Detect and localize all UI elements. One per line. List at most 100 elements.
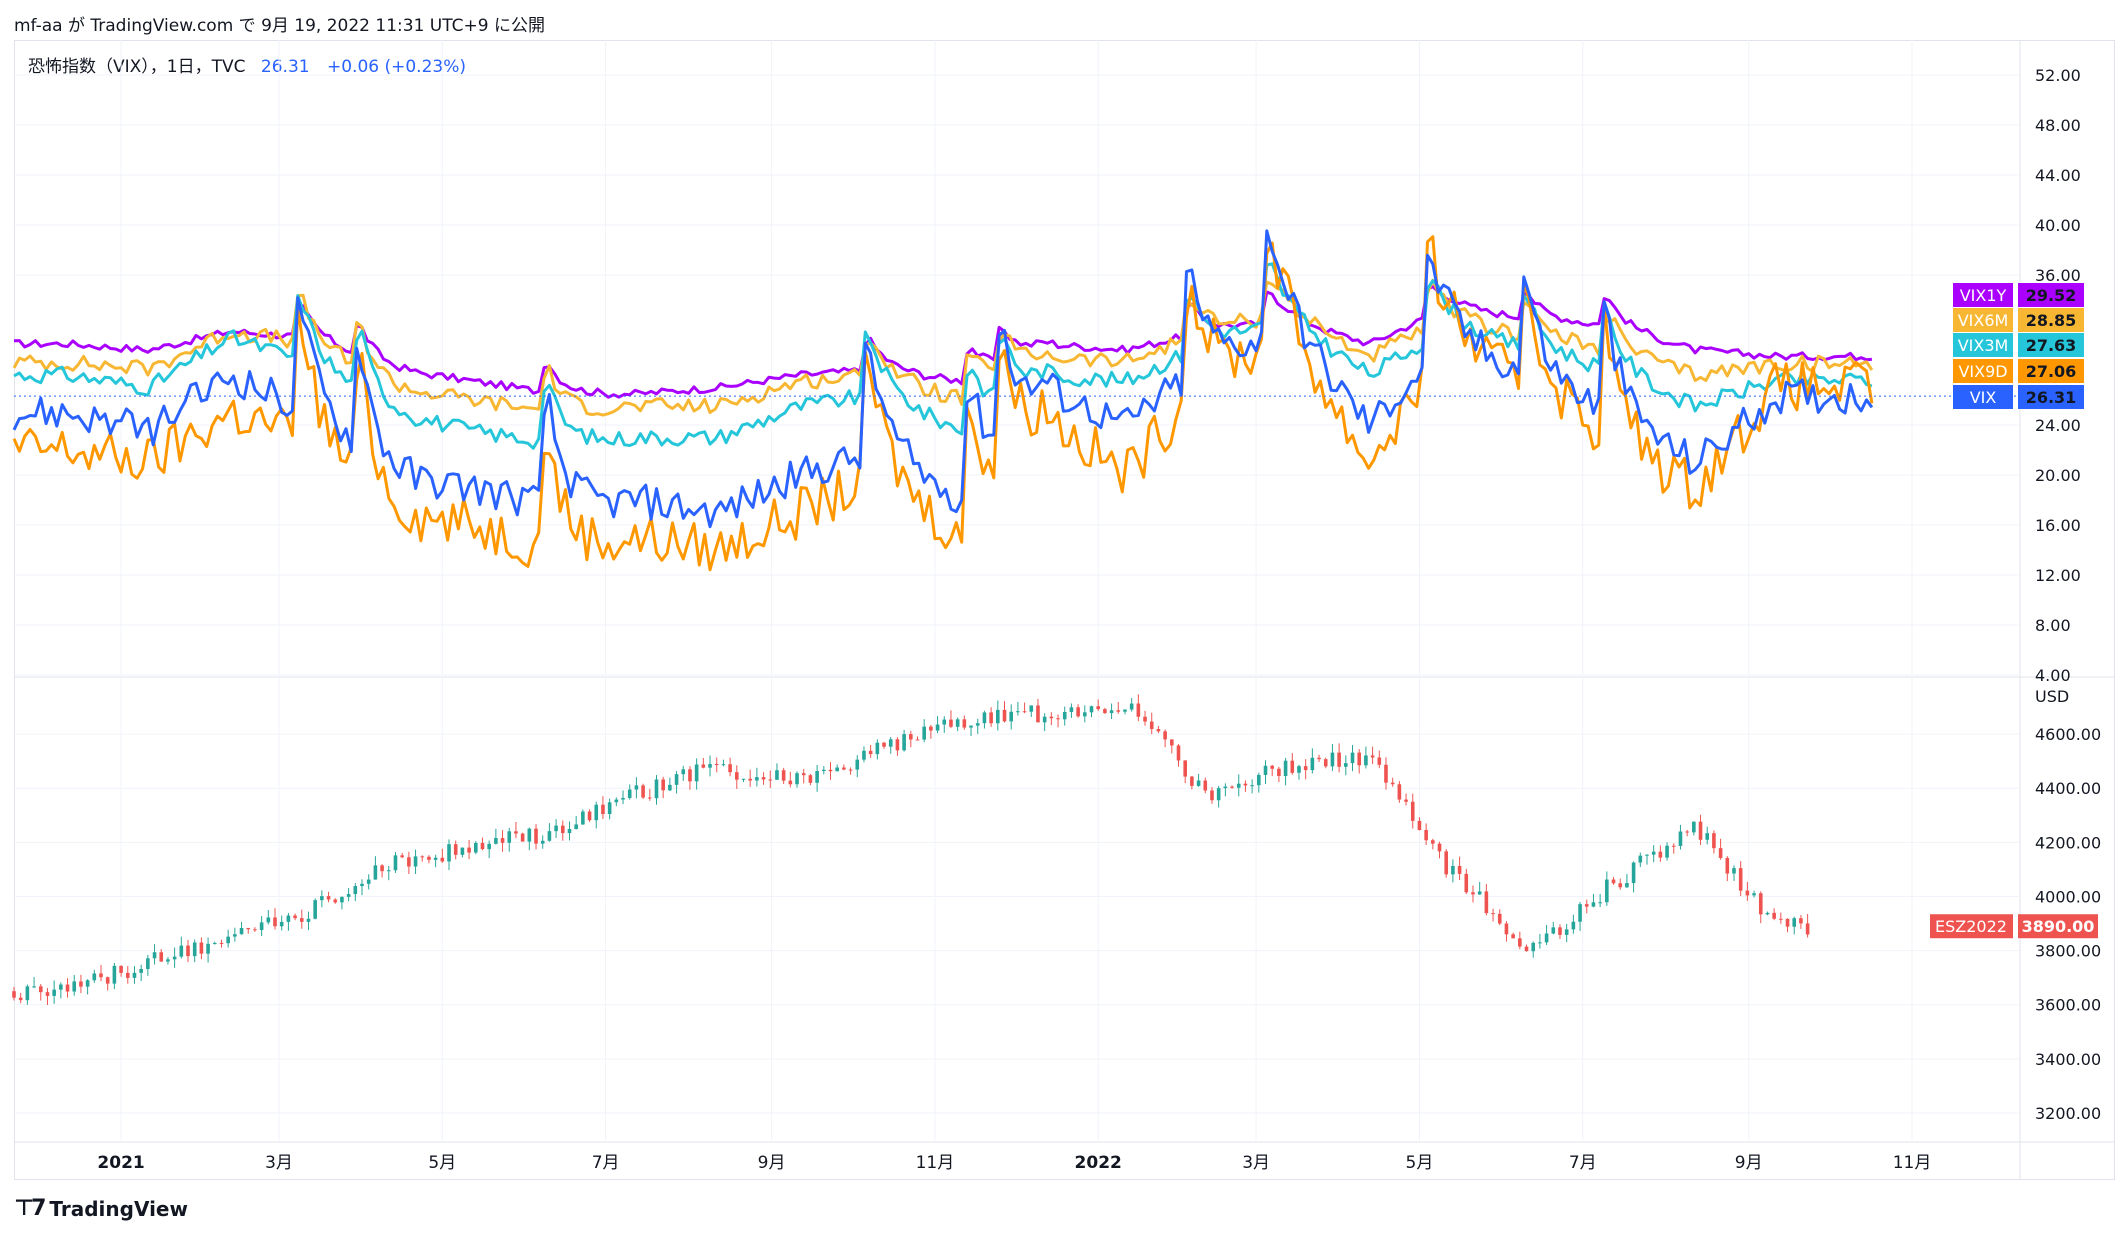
candle-body	[1089, 706, 1094, 713]
candle-body	[882, 742, 886, 747]
candle-body	[1758, 893, 1763, 915]
candle-body	[233, 934, 237, 937]
candle-body	[868, 750, 873, 755]
candle-body	[1544, 933, 1549, 943]
candle-body	[848, 769, 853, 771]
candle-body	[360, 883, 364, 887]
candle-body	[1344, 763, 1348, 767]
candle-body	[560, 825, 565, 834]
candle-body	[1745, 890, 1750, 896]
candle-body	[1551, 927, 1556, 934]
candle-body	[1364, 755, 1368, 766]
candle-body	[1310, 757, 1315, 771]
candle-body	[447, 844, 451, 862]
candle-body	[902, 734, 906, 751]
candle-body	[1712, 833, 1716, 849]
candle-body	[1518, 938, 1522, 947]
candle-body	[915, 739, 920, 741]
candle-body	[1250, 785, 1254, 787]
candle-body	[795, 773, 799, 785]
tradingview-logo[interactable]: ⊤7 TradingView	[14, 1196, 188, 1221]
candle-body	[1605, 879, 1609, 903]
candle-body	[25, 986, 30, 1001]
candle-body	[386, 870, 391, 872]
candle-body	[1437, 843, 1442, 852]
candle-body	[1149, 721, 1154, 730]
candle-body	[815, 771, 819, 783]
y-tick-label-es: 3200.00	[2035, 1104, 2101, 1123]
candle-body	[1665, 845, 1669, 858]
candle-body	[989, 712, 993, 724]
candle-body	[1692, 821, 1696, 833]
candle-body	[1779, 918, 1783, 920]
candle-body	[1303, 766, 1308, 771]
y-tick-label-vix: 44.00	[2035, 166, 2081, 185]
candle-body	[186, 945, 190, 957]
candle-body	[1056, 718, 1060, 720]
candle-body	[674, 774, 679, 785]
candle-body	[949, 719, 953, 727]
candle-body	[1263, 765, 1268, 775]
candle-body	[1524, 946, 1529, 952]
candle-body	[1732, 868, 1736, 874]
candle-body	[1698, 821, 1703, 840]
candle-body	[1457, 865, 1462, 874]
candle-body	[259, 922, 264, 931]
series-name-tag-vix6m	[1953, 308, 2013, 332]
candle-body	[1631, 862, 1636, 884]
tradingview-logo-icon: ⊤7	[14, 1196, 46, 1221]
candle-body	[1216, 788, 1221, 801]
y-tick-label-vix: 16.00	[2035, 516, 2081, 535]
candle-body	[694, 764, 699, 782]
candle-body	[962, 719, 967, 728]
candle-body	[775, 770, 779, 780]
series-name-tag-vix1y	[1953, 283, 2013, 307]
candle-body	[1564, 929, 1569, 935]
candle-body	[909, 734, 913, 740]
y-tick-label-es: 4200.00	[2035, 833, 2101, 852]
candle-body	[65, 984, 70, 992]
candle-body	[52, 989, 56, 996]
candle-body	[1190, 776, 1194, 786]
candle-body	[299, 918, 304, 922]
candle-body	[1230, 786, 1234, 788]
candle-body	[400, 855, 404, 858]
candle-body	[1170, 739, 1174, 746]
x-tick-label: 2021	[97, 1153, 144, 1173]
candle-body	[842, 767, 846, 770]
candle-body	[835, 767, 839, 772]
x-tick-label: 5月	[428, 1153, 456, 1173]
candle-body	[1484, 891, 1489, 914]
candle-body	[714, 764, 719, 766]
candle-body	[942, 719, 947, 725]
candle-body	[1136, 703, 1141, 717]
candle-body	[1337, 752, 1341, 767]
candle-body	[1558, 927, 1562, 935]
candle-body	[413, 856, 418, 867]
y-tick-label-vix: 8.00	[2035, 616, 2071, 635]
candle-body	[219, 942, 224, 944]
candle-body	[206, 943, 210, 954]
candle-body	[125, 972, 130, 978]
candle-body	[1297, 766, 1301, 773]
candle-body	[607, 802, 612, 815]
candle-body	[453, 844, 458, 855]
candle-body	[1531, 942, 1536, 952]
candle-body	[59, 984, 63, 990]
candle-body	[1765, 912, 1770, 915]
y-tick-label-es: 4600.00	[2035, 725, 2101, 744]
x-tick-label: 3月	[265, 1153, 293, 1173]
y-tick-label-vix: 12.00	[2035, 566, 2081, 585]
candle-body	[862, 750, 866, 760]
series-name-tag-text: VIX3M	[1958, 336, 2009, 355]
candle-body	[955, 719, 960, 727]
candle-body	[1772, 912, 1776, 919]
y-tick-label-vix: 24.00	[2035, 416, 2081, 435]
series-name-tag-text: VIX1Y	[1960, 286, 2007, 305]
candle-body	[1651, 851, 1656, 855]
candle-body	[734, 772, 739, 780]
candle-body	[822, 769, 826, 772]
candle-body	[192, 942, 197, 957]
candle-body	[554, 825, 558, 832]
